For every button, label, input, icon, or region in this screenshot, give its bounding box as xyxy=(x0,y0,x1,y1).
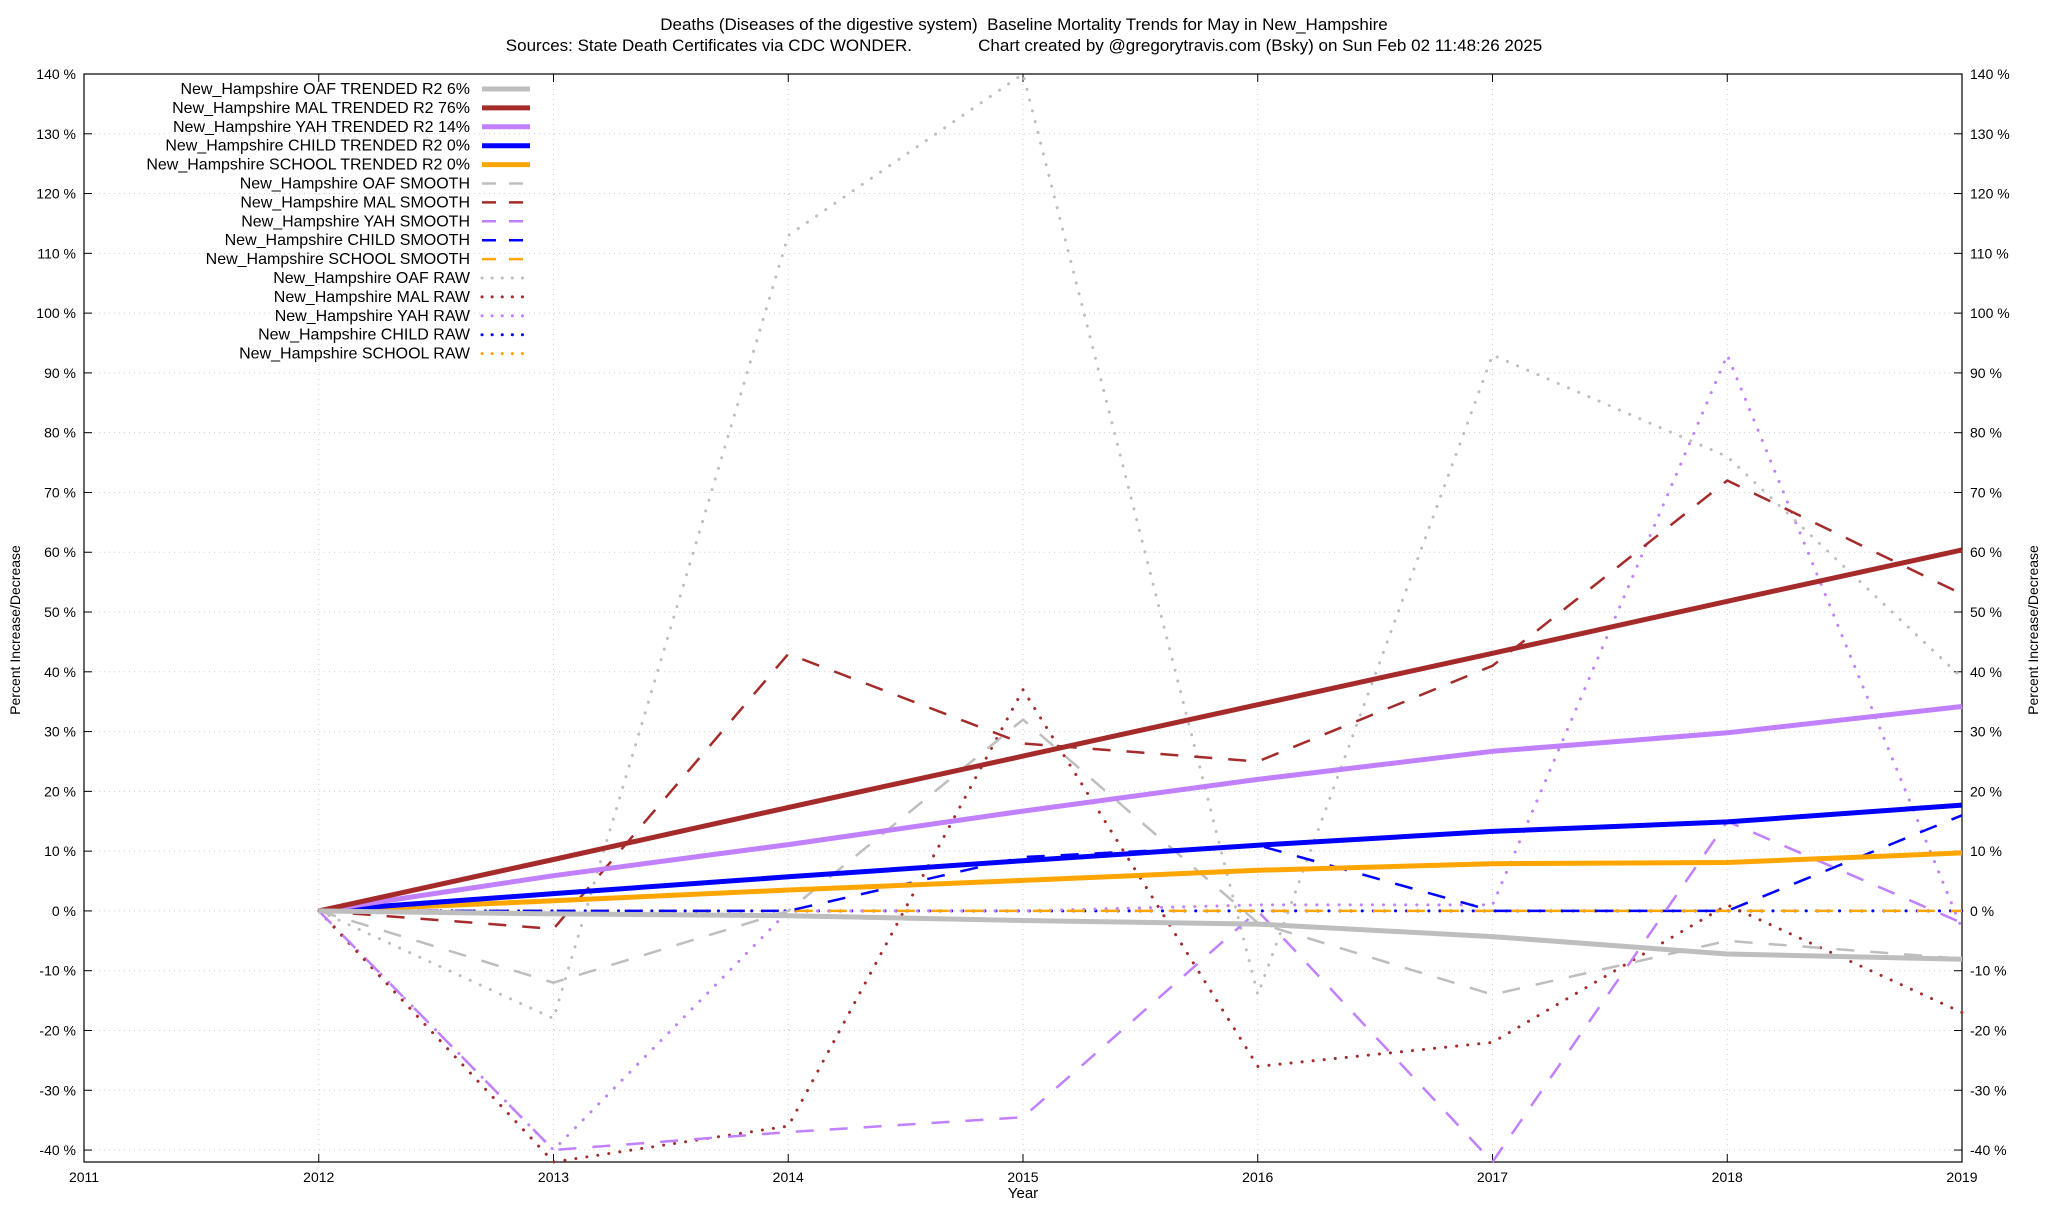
y-tick-label-right: 40 % xyxy=(1970,664,2002,680)
y-tick-label-left: 30 % xyxy=(44,724,76,740)
y2-axis-label: Percent Increase/Decrease xyxy=(2025,545,2041,715)
y-axis-label: Percent Increase/Decrease xyxy=(7,545,23,715)
series-line-3: New_Hampshire CHILD TRENDED R2 0% xyxy=(318,802,1963,914)
y-tick-label-right: 110 % xyxy=(1970,245,2009,261)
legend-label: New_Hampshire MAL TRENDED R2 76% xyxy=(172,100,470,117)
legend-label: New_Hampshire YAH RAW xyxy=(275,308,471,325)
series-line-7: New_Hampshire YAH SMOOTH xyxy=(317,820,1963,1164)
y-tick-label-left: 130 % xyxy=(36,126,76,142)
legend-label: New_Hampshire SCHOOL SMOOTH xyxy=(206,251,470,268)
x-tick-label: 2019 xyxy=(1946,1169,1977,1185)
y-tick-label-right: -20 % xyxy=(1970,1022,2007,1038)
series-line-5: New_Hampshire OAF SMOOTH xyxy=(318,718,1963,996)
y-tick-label-right: 10 % xyxy=(1970,843,2002,859)
legend-label: New_Hampshire OAF TRENDED R2 6% xyxy=(180,81,470,98)
y-tick-label-right: 100 % xyxy=(1970,305,2010,321)
y-tick-label-left: 120 % xyxy=(36,186,76,202)
series-line-12: New_Hampshire YAH RAW xyxy=(317,353,1964,1152)
y-tick-label-right: 20 % xyxy=(1970,783,2002,799)
y-tick-label-right: 0 % xyxy=(1970,903,1994,919)
series-line-6: New_Hampshire MAL SMOOTH xyxy=(318,479,1963,931)
y-tick-label-right: -10 % xyxy=(1970,963,2007,979)
x-axis-label: Year xyxy=(1008,1185,1038,1200)
y-tick-label-left: 90 % xyxy=(44,365,76,381)
y-tick-label-left: -20 % xyxy=(39,1022,76,1038)
y-tick-label-right: 140 % xyxy=(1970,66,2010,82)
legend-label: New_Hampshire YAH TRENDED R2 14% xyxy=(173,119,470,136)
x-tick-label: 2014 xyxy=(773,1169,804,1185)
y-tick-label-left: 40 % xyxy=(44,664,76,680)
legend-label: New_Hampshire CHILD SMOOTH xyxy=(225,232,470,249)
chart-title-line1: Deaths (Diseases of the digestive system… xyxy=(660,15,1388,34)
y-tick-label-left: 20 % xyxy=(44,783,76,799)
x-tick-label: 2018 xyxy=(1712,1169,1743,1185)
y-tick-label-right: -40 % xyxy=(1970,1142,2007,1158)
legend-label: New_Hampshire OAF SMOOTH xyxy=(240,176,470,193)
legend-label: New_Hampshire SCHOOL RAW xyxy=(239,346,471,363)
axes: -40 % -40 % -30 % -30 % -20 % -20 % -10 % -10 %… xyxy=(36,66,2009,1185)
y-tick-label-left: 0 % xyxy=(52,903,76,919)
y-tick-label-left: 50 % xyxy=(44,604,76,620)
x-tick-label: 2012 xyxy=(303,1169,334,1185)
legend-label: New_Hampshire OAF RAW xyxy=(273,270,471,287)
y-tick-label-right: 130 % xyxy=(1970,126,2010,142)
y-tick-label-left: -40 % xyxy=(39,1142,76,1158)
y-tick-label-right: 30 % xyxy=(1970,724,2002,740)
y-tick-label-left: 70 % xyxy=(44,484,76,500)
legend-label: New_Hampshire CHILD TRENDED R2 0% xyxy=(165,138,470,155)
x-tick-label: 2015 xyxy=(1007,1169,1038,1185)
y-tick-label-left: 110 % xyxy=(37,245,76,261)
legend-label: New_Hampshire CHILD RAW xyxy=(258,327,471,344)
chart-title-line2: Sources: State Death Certificates via CD… xyxy=(506,36,1542,55)
y-tick-label-left: -10 % xyxy=(39,963,76,979)
series-line-1: New_Hampshire MAL TRENDED R2 76% xyxy=(318,547,1963,914)
x-tick-label: 2013 xyxy=(538,1169,569,1185)
y-tick-label-right: 90 % xyxy=(1970,365,2002,381)
y-tick-label-right: -30 % xyxy=(1970,1082,2007,1098)
x-tick-label: 2011 xyxy=(69,1169,99,1185)
y-tick-label-left: 80 % xyxy=(44,425,76,441)
series-line-4: New_Hampshire SCHOOL TRENDED R2 0% xyxy=(318,850,1963,914)
y-tick-label-right: 120 % xyxy=(1970,186,2010,202)
y-tick-label-left: 140 % xyxy=(36,66,76,82)
y-tick-label-left: 10 % xyxy=(44,843,76,859)
legend: New_Hampshire OAF TRENDED R2 6% New_Hamps… xyxy=(146,81,532,363)
legend-label: New_Hampshire MAL SMOOTH xyxy=(240,194,470,211)
y-tick-label-left: 60 % xyxy=(44,544,76,560)
legend-label: New_Hampshire MAL RAW xyxy=(274,289,471,306)
y-tick-label-left: -30 % xyxy=(39,1082,76,1098)
y-tick-label-right: 50 % xyxy=(1970,604,2002,620)
legend-label: New_Hampshire YAH SMOOTH xyxy=(241,213,470,230)
y-tick-label-right: 80 % xyxy=(1970,425,2002,441)
y-tick-label-right: 60 % xyxy=(1970,544,2002,560)
y-tick-label-right: 70 % xyxy=(1970,484,2002,500)
series-line-0: New_Hampshire OAF TRENDED R2 6% xyxy=(318,908,1963,962)
legend-label: New_Hampshire SCHOOL TRENDED R2 0% xyxy=(146,157,470,174)
y-tick-label-left: 100 % xyxy=(36,305,76,321)
series-line-11: New_Hampshire MAL RAW xyxy=(317,688,1964,1164)
x-tick-label: 2017 xyxy=(1477,1169,1508,1185)
series-line-2: New_Hampshire YAH TRENDED R2 14% xyxy=(318,704,1963,914)
x-tick-label: 2016 xyxy=(1242,1169,1273,1185)
